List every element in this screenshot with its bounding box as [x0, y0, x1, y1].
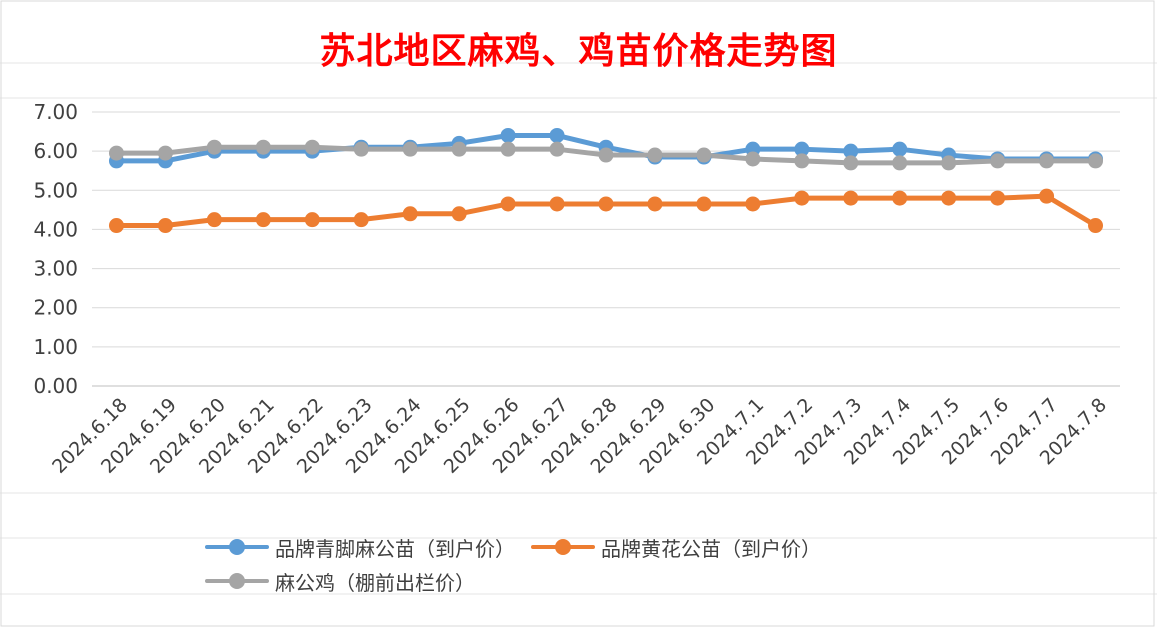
- chart-title: 苏北地区麻鸡、鸡苗价格走势图: [319, 30, 838, 72]
- data-point-s2-4: [304, 139, 320, 155]
- data-point-s2-8: [500, 141, 516, 157]
- legend-item-magongji: 麻公鸡（棚前出栏价）: [205, 567, 475, 596]
- data-point-s2-19: [1039, 153, 1055, 169]
- data-point-s2-11: [647, 147, 663, 163]
- data-point-s2-0: [108, 145, 124, 161]
- y-tick-label: 6.00: [33, 139, 78, 163]
- data-point-s1-13: [745, 196, 761, 212]
- data-point-s1-1: [157, 218, 173, 234]
- legend-marker-magongji: [205, 571, 269, 591]
- data-point-s2-12: [696, 147, 712, 163]
- legend-label-huanghua: 品牌黄花公苗（到户价）: [601, 536, 821, 561]
- data-point-s1-4: [304, 212, 320, 228]
- chart-legend: 品牌青脚麻公苗（到户价） 品牌黄花公苗（到户价） 麻公鸡（棚前出栏价）: [205, 530, 1005, 598]
- legend-marker-huanghua: [531, 537, 595, 557]
- data-point-s0-15: [843, 143, 859, 159]
- legend-item-huanghua: 品牌黄花公苗（到户价）: [531, 533, 821, 562]
- data-point-s0-9: [549, 127, 565, 143]
- y-tick-label: 2.00: [33, 296, 78, 320]
- y-tick-label: 3.00: [33, 257, 78, 281]
- legend-marker-qingjiao: [205, 537, 269, 557]
- data-point-s1-11: [647, 196, 663, 212]
- data-point-s1-5: [353, 212, 369, 228]
- data-point-s1-10: [598, 196, 614, 212]
- data-point-s2-13: [745, 151, 761, 167]
- data-point-s0-8: [500, 127, 516, 143]
- legend-item-qingjiao: 品牌青脚麻公苗（到户价）: [205, 533, 515, 562]
- data-point-s1-2: [206, 212, 222, 228]
- data-point-s1-8: [500, 196, 516, 212]
- data-point-s2-18: [990, 153, 1006, 169]
- data-point-s2-15: [843, 155, 859, 171]
- data-point-s2-10: [598, 147, 614, 163]
- data-point-s2-7: [451, 141, 467, 157]
- data-point-s2-1: [157, 145, 173, 161]
- data-point-s1-7: [451, 206, 467, 222]
- data-point-s1-20: [1088, 218, 1104, 234]
- y-tick-label: 5.00: [33, 178, 78, 202]
- y-tick-label: 4.00: [33, 217, 78, 241]
- data-point-s1-14: [794, 190, 810, 206]
- data-point-s1-6: [402, 206, 418, 222]
- data-point-s1-3: [255, 212, 271, 228]
- data-point-s2-5: [353, 141, 369, 157]
- legend-label-qingjiao: 品牌青脚麻公苗（到户价）: [275, 536, 515, 561]
- data-point-s1-12: [696, 196, 712, 212]
- y-tick-label: 0.00: [33, 374, 78, 398]
- data-point-s2-16: [892, 155, 908, 171]
- data-point-s1-18: [990, 190, 1006, 206]
- data-point-s1-16: [892, 190, 908, 206]
- data-point-s2-3: [255, 139, 271, 155]
- data-point-s0-16: [892, 141, 908, 157]
- data-point-s1-9: [549, 196, 565, 212]
- y-tick-label: 1.00: [33, 335, 78, 359]
- data-point-s1-19: [1039, 188, 1055, 204]
- data-point-s2-6: [402, 141, 418, 157]
- data-point-s1-0: [108, 218, 124, 234]
- legend-label-magongji: 麻公鸡（棚前出栏价）: [275, 570, 475, 595]
- data-point-s2-17: [941, 155, 957, 171]
- data-point-s2-2: [206, 139, 222, 155]
- data-point-s1-15: [843, 190, 859, 206]
- y-tick-label: 7.00: [33, 100, 78, 124]
- data-point-s0-14: [794, 141, 810, 157]
- data-point-s2-9: [549, 141, 565, 157]
- data-point-s1-17: [941, 190, 957, 206]
- data-point-s2-20: [1088, 153, 1104, 169]
- data-point-s2-14: [794, 153, 810, 169]
